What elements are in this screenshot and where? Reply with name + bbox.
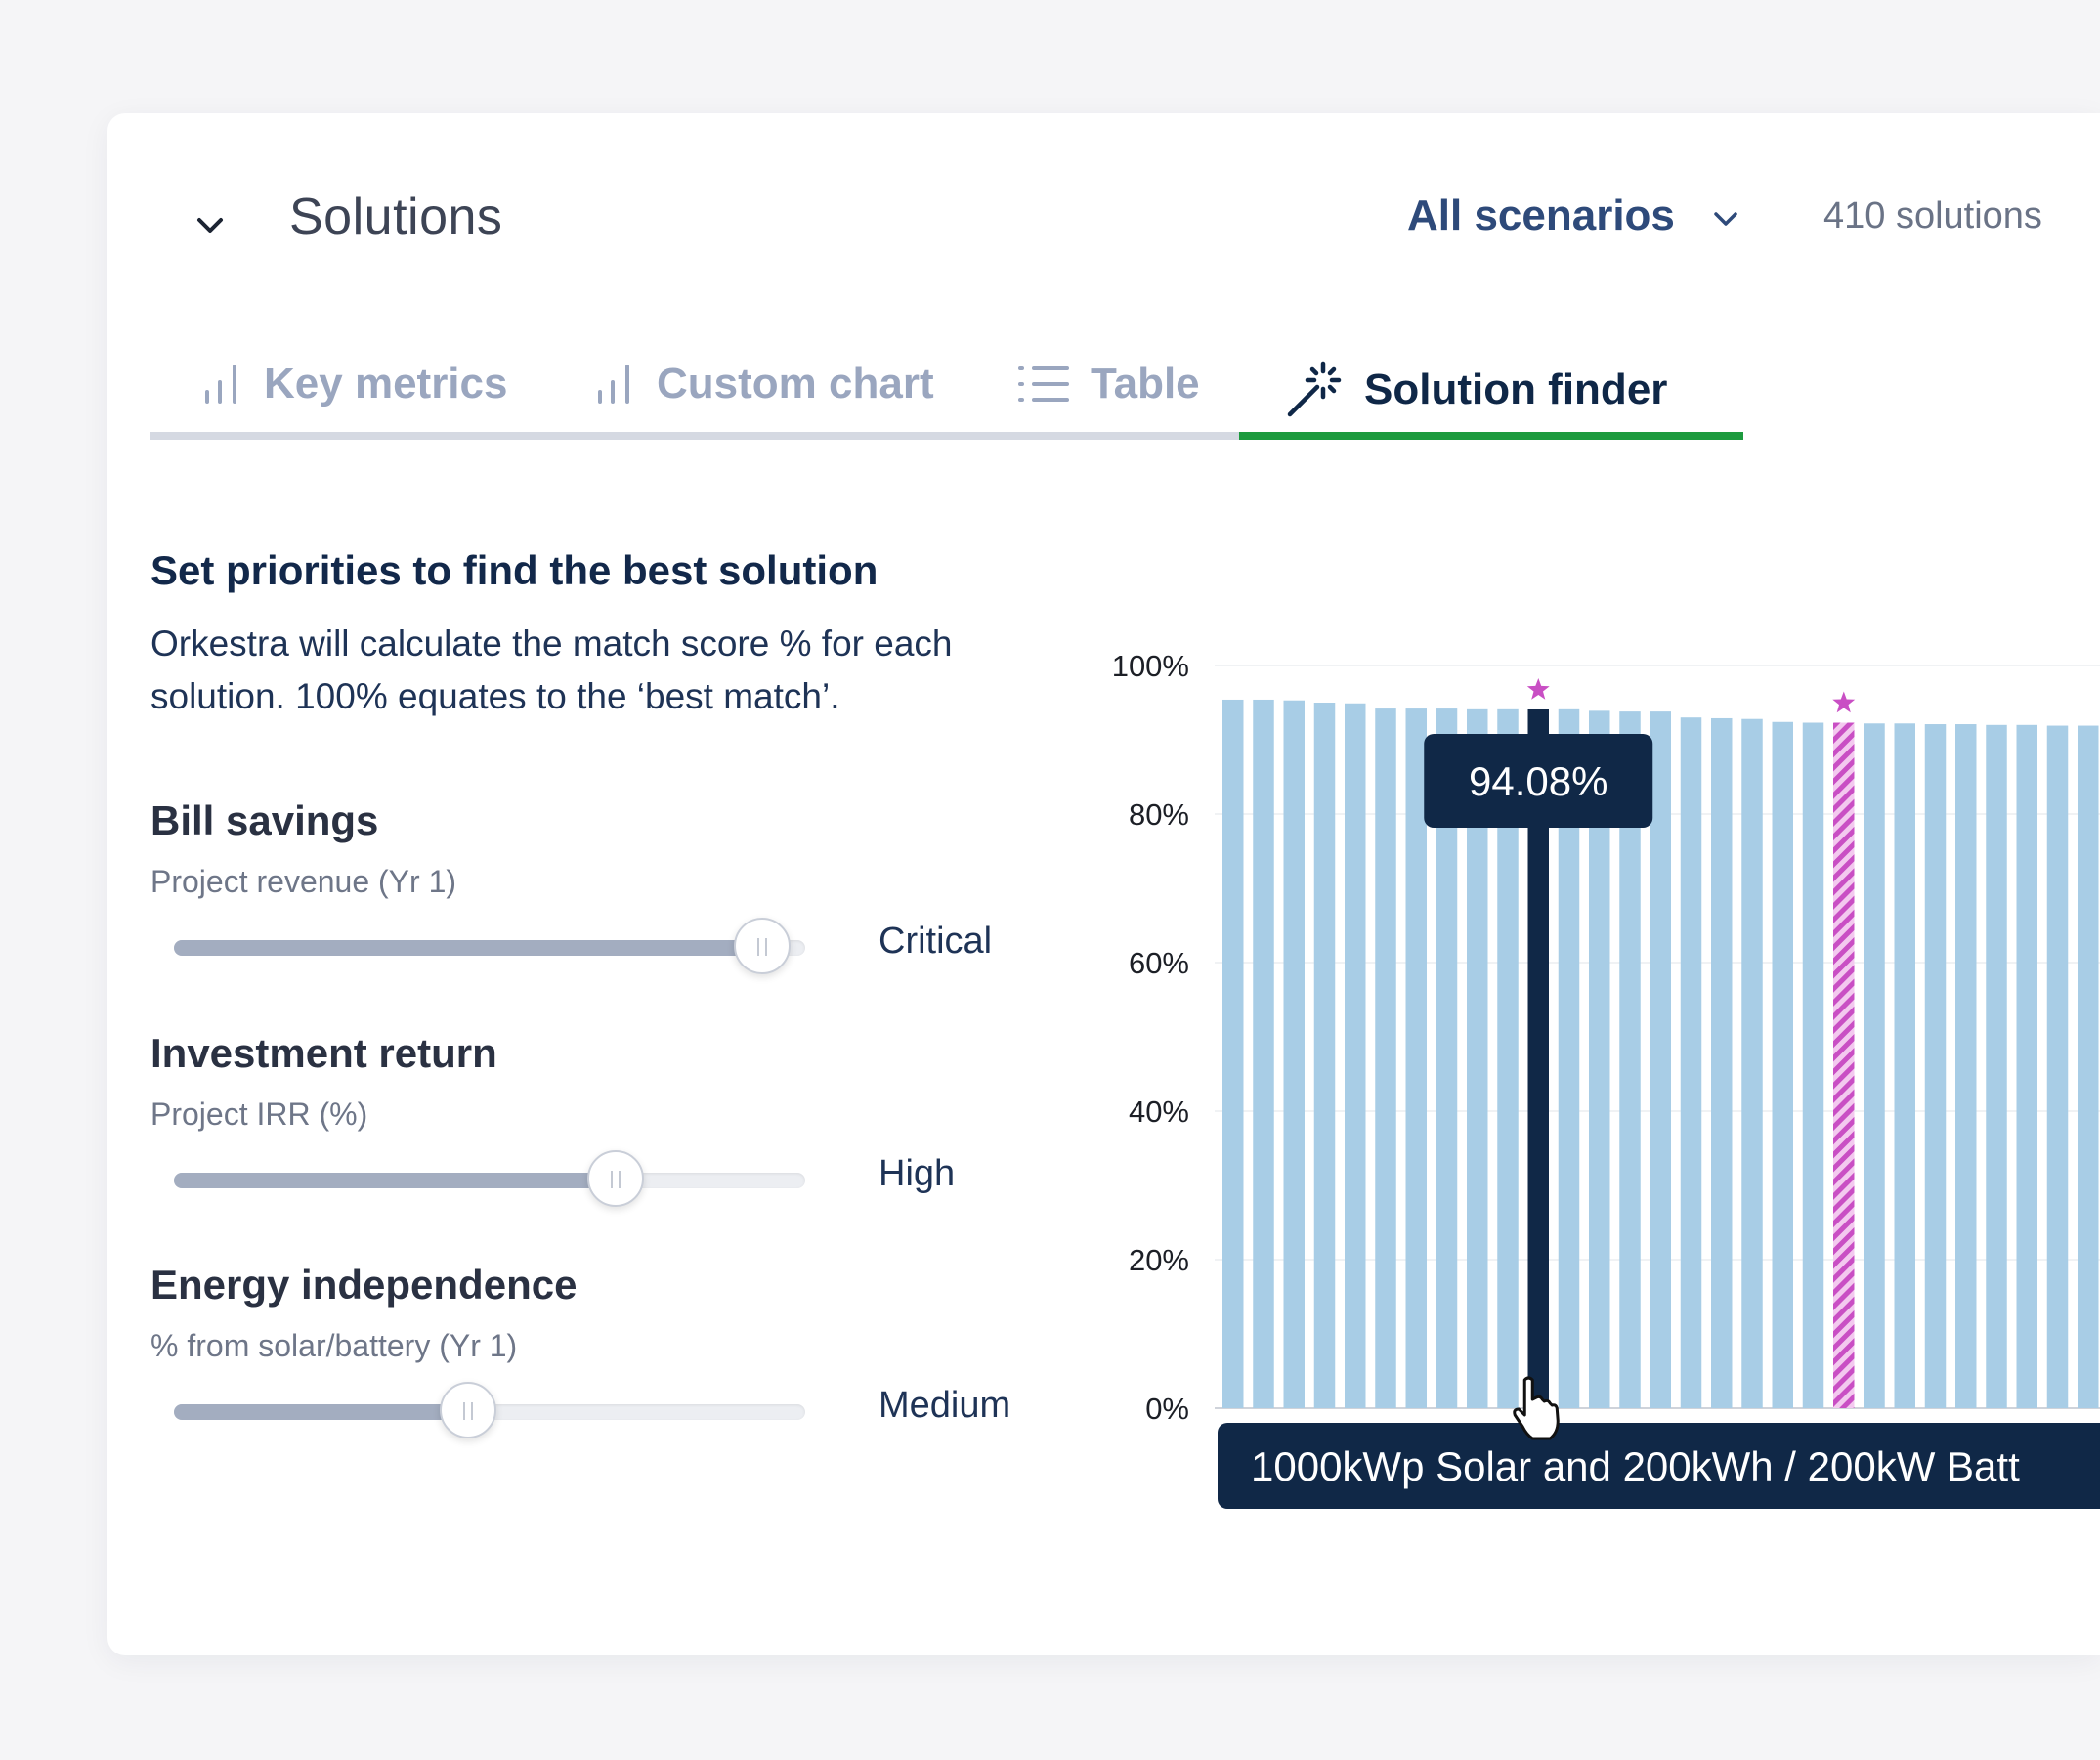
- solution-bar[interactable]: [1313, 703, 1336, 1408]
- priority-subtitle: % from solar/battery (Yr 1): [150, 1328, 518, 1363]
- priority-title: Energy independence: [150, 1262, 578, 1308]
- solution-bar[interactable]: [2046, 725, 2069, 1408]
- y-tick-label: 60%: [1129, 946, 1189, 980]
- page-title: Solutions: [289, 189, 503, 245]
- solution-bar[interactable]: [1650, 711, 1672, 1408]
- selected-solution-bar[interactable]: [1527, 708, 1550, 1408]
- priority-subtitle: Project IRR (%): [150, 1096, 368, 1132]
- collapse-chevron-icon[interactable]: [186, 201, 235, 250]
- tab-label: Key metrics: [264, 360, 508, 408]
- solutions-count: 410 solutions: [1823, 195, 2042, 236]
- tab-solution-finder[interactable]: Solution finder: [1284, 360, 1667, 420]
- slider-fill: [174, 940, 762, 956]
- solution-bar[interactable]: [1283, 700, 1306, 1408]
- solution-bar[interactable]: [1619, 711, 1641, 1408]
- solution-bar[interactable]: [1375, 708, 1396, 1408]
- y-tick-label: 40%: [1129, 1095, 1189, 1129]
- tab-key-metrics[interactable]: Key metrics: [199, 360, 507, 408]
- scenario-dropdown[interactable]: All scenarios: [1407, 192, 1737, 240]
- y-tick-label: 100%: [1112, 649, 1189, 683]
- solution-bar[interactable]: [1436, 708, 1458, 1408]
- tab-table[interactable]: Table: [1016, 360, 1200, 408]
- slider-fill: [174, 1404, 468, 1420]
- star-icon: [1526, 678, 1550, 700]
- bar-chart-icon: [598, 365, 629, 404]
- active-tab-indicator: [1239, 432, 1743, 440]
- tab-bar: Key metrics Custom chart Table Solution …: [150, 338, 1743, 440]
- tab-custom-chart[interactable]: Custom chart: [592, 360, 934, 408]
- solution-bar[interactable]: [1802, 722, 1824, 1408]
- bill-savings-slider[interactable]: [174, 918, 805, 974]
- priority-level: Medium: [879, 1385, 1011, 1426]
- tab-label: Solution finder: [1364, 365, 1668, 413]
- slider-thumb[interactable]: [440, 1382, 496, 1438]
- solution-bar[interactable]: [1741, 718, 1763, 1408]
- magic-wand-icon: [1287, 361, 1342, 417]
- priority-subtitle: Project revenue (Yr 1): [150, 864, 457, 899]
- solution-bar[interactable]: [2078, 725, 2099, 1408]
- solution-bar[interactable]: [1711, 717, 1733, 1408]
- bar-chart-icon: [205, 365, 236, 404]
- solution-bar[interactable]: [1467, 708, 1488, 1408]
- y-tick-label: 20%: [1129, 1243, 1189, 1277]
- selected-solution-label-text: 1000kWp Solar and 200kWh / 200kW Batt: [1251, 1443, 2020, 1489]
- solution-bar[interactable]: [2016, 724, 2038, 1408]
- tab-label: Table: [1091, 360, 1200, 408]
- solution-bar[interactable]: [1924, 724, 1947, 1408]
- chevron-down-icon: [1714, 212, 1737, 226]
- solution-bar[interactable]: [1405, 708, 1428, 1408]
- priority-level: Critical: [879, 921, 993, 962]
- selected-solution-label: [1218, 1423, 2100, 1509]
- finder-heading: Set priorities to find the best solution: [150, 547, 879, 593]
- solution-bar[interactable]: [1894, 723, 1916, 1408]
- energy-independence-slider[interactable]: [174, 1382, 805, 1438]
- star-icon: [1832, 691, 1856, 713]
- priority-title: Investment return: [150, 1030, 497, 1076]
- solution-bar[interactable]: [1680, 717, 1702, 1408]
- y-tick-label: 0%: [1145, 1392, 1189, 1426]
- scenario-dropdown-label: All scenarios: [1407, 192, 1675, 239]
- investment-return-slider[interactable]: [174, 1150, 805, 1207]
- solution-bar[interactable]: [1833, 722, 1855, 1408]
- tab-bar-baseline: [150, 432, 1743, 440]
- solution-bar[interactable]: [1955, 724, 1977, 1408]
- solution-bar[interactable]: [1772, 721, 1794, 1408]
- priority-level: High: [879, 1153, 956, 1194]
- y-tick-label: 80%: [1129, 797, 1189, 832]
- slider-thumb[interactable]: [734, 918, 791, 974]
- solution-bar[interactable]: [1345, 703, 1366, 1408]
- solutions-panel: Solutions All scenarios 410 solutions Ke…: [107, 113, 2100, 1655]
- list-icon: [1018, 366, 1069, 402]
- solution-bar[interactable]: [1986, 724, 2007, 1408]
- solution-bar[interactable]: [1222, 699, 1244, 1408]
- solution-bar[interactable]: [1589, 710, 1610, 1408]
- solution-bar[interactable]: [1253, 699, 1274, 1408]
- slider-fill: [174, 1173, 616, 1188]
- tab-label: Custom chart: [657, 360, 934, 408]
- priority-title: Bill savings: [150, 797, 379, 843]
- solution-bar[interactable]: [1864, 723, 1885, 1408]
- solution-bar[interactable]: [1497, 708, 1519, 1408]
- slider-thumb[interactable]: [587, 1150, 644, 1207]
- finder-description: Orkestra will calculate the match score …: [150, 623, 953, 716]
- solution-bar[interactable]: [1558, 708, 1580, 1408]
